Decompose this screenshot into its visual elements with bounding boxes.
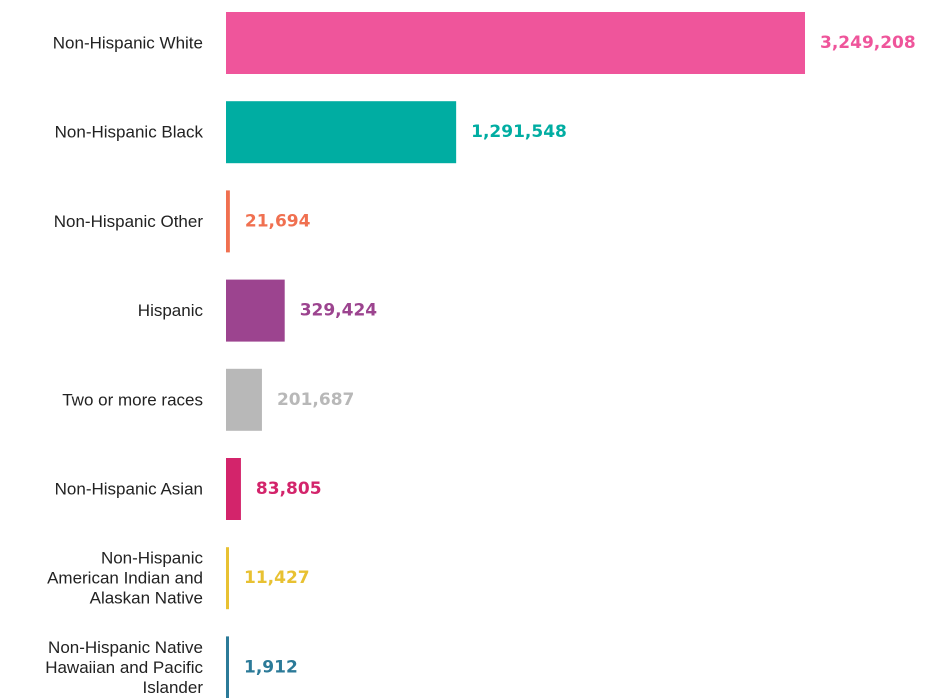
category-label-2: Non-Hispanic Other xyxy=(54,212,204,231)
category-label-7-line-2: Islander xyxy=(143,678,204,697)
category-label-6-line-2: Alaskan Native xyxy=(90,589,203,608)
value-label-1: 1,291,548 xyxy=(471,122,567,142)
value-label-3: 329,424 xyxy=(300,301,378,321)
category-label-6-line-0: Non-Hispanic xyxy=(101,549,204,568)
value-label-6: 11,427 xyxy=(244,568,310,588)
bar-2 xyxy=(226,190,230,253)
category-label-5: Non-Hispanic Asian xyxy=(55,480,203,499)
value-label-7: 1,912 xyxy=(244,657,298,677)
value-label-2: 21,694 xyxy=(245,211,311,231)
category-label-1: Non-Hispanic Black xyxy=(55,123,204,142)
category-label-4: Two or more races xyxy=(62,390,203,409)
bar-3 xyxy=(226,279,285,342)
bar-6 xyxy=(226,547,229,610)
bars-layer xyxy=(226,12,805,698)
category-label-0: Non-Hispanic White xyxy=(53,34,203,53)
category-label-7-line-0: Non-Hispanic Native xyxy=(48,638,203,657)
category-label-7-line-1: Hawaiian and Pacific xyxy=(45,658,203,677)
bar-5 xyxy=(226,458,241,520)
value-label-0: 3,249,208 xyxy=(820,33,916,53)
bar-0 xyxy=(226,12,805,74)
category-label-6-line-1: American Indian and xyxy=(47,569,203,588)
category-label-3: Hispanic xyxy=(138,301,204,320)
labels-layer: 3,249,208 Non-Hispanic White 1,291,548 Non-… xyxy=(45,33,916,697)
bar-4 xyxy=(226,368,262,431)
bar-7 xyxy=(226,636,229,698)
bar-1 xyxy=(226,101,457,164)
value-label-4: 201,687 xyxy=(277,390,354,410)
value-label-5: 83,805 xyxy=(256,479,322,499)
